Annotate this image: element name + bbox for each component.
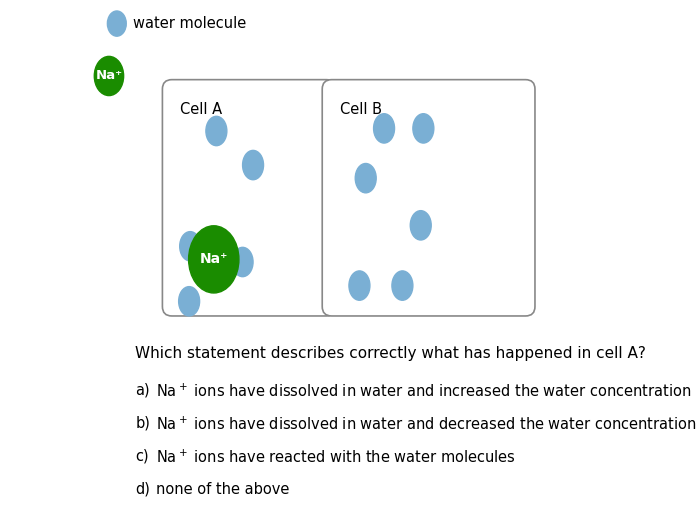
Text: none of the above: none of the above: [156, 482, 290, 497]
Text: a): a): [135, 383, 150, 398]
Ellipse shape: [180, 232, 201, 261]
Ellipse shape: [410, 211, 431, 240]
Ellipse shape: [94, 57, 124, 95]
Ellipse shape: [232, 247, 253, 277]
Text: Na⁺: Na⁺: [199, 253, 228, 266]
Text: Na$^+$ ions have dissolved in water and decreased the water concentration: Na$^+$ ions have dissolved in water and …: [156, 416, 696, 433]
FancyBboxPatch shape: [322, 80, 535, 316]
Text: c): c): [135, 449, 149, 464]
Ellipse shape: [243, 150, 263, 180]
Ellipse shape: [107, 11, 126, 36]
Text: Cell A: Cell A: [180, 102, 222, 117]
Ellipse shape: [188, 226, 239, 293]
Text: b): b): [135, 416, 150, 431]
Ellipse shape: [178, 287, 199, 316]
Text: Na$^+$ ions have reacted with the water molecules: Na$^+$ ions have reacted with the water …: [156, 449, 516, 466]
Ellipse shape: [355, 163, 376, 193]
FancyBboxPatch shape: [162, 80, 336, 316]
Text: d): d): [135, 482, 150, 497]
Text: Na$^+$ ions have dissolved in water and increased the water concentration: Na$^+$ ions have dissolved in water and …: [156, 383, 692, 400]
Text: water molecule: water molecule: [132, 16, 246, 31]
Text: Na⁺: Na⁺: [95, 70, 122, 82]
Ellipse shape: [206, 116, 227, 146]
Ellipse shape: [392, 271, 413, 300]
Text: Cell B: Cell B: [340, 102, 382, 117]
Text: Which statement describes correctly what has happened in cell A?: Which statement describes correctly what…: [135, 346, 646, 361]
Ellipse shape: [374, 114, 395, 143]
Ellipse shape: [413, 114, 434, 143]
Ellipse shape: [349, 271, 370, 300]
